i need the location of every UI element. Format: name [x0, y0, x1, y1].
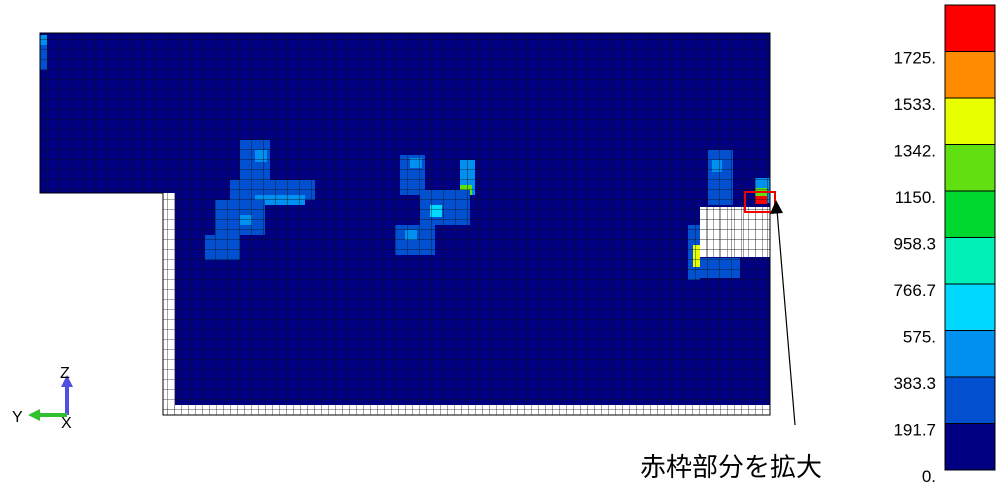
mesh-model: [39, 32, 776, 416]
legend-band: [944, 423, 996, 471]
legend-band: [944, 51, 996, 99]
legend-band: [944, 190, 996, 238]
axis-label-x: X: [61, 415, 72, 432]
annotation: 赤枠部分を拡大: [640, 452, 822, 482]
legend-band: [944, 4, 996, 52]
legend-label: 1342.: [893, 142, 936, 161]
legend-band: [944, 144, 996, 192]
legend-label: 1533.: [893, 95, 936, 114]
legend-label: 766.7: [893, 281, 936, 300]
legend-band: [944, 283, 996, 331]
legend-label: 575.: [903, 328, 936, 347]
legend-label: 383.3: [893, 374, 936, 393]
legend-label: 1725.: [893, 49, 936, 68]
legend-band: [944, 97, 996, 145]
highlight-box: [744, 191, 776, 213]
legend-band: [944, 376, 996, 424]
color-legend: 1725. 1533. 1342. 1150. 958.3 766.7 575. 383.3 1…: [893, 4, 996, 486]
legend-band: [944, 330, 996, 378]
axis-label-y: Y: [12, 409, 23, 426]
legend-label: 0.: [922, 467, 936, 484]
legend-band: [944, 237, 996, 285]
legend-label: 958.3: [893, 235, 936, 254]
axis-triad: Z Y X: [12, 365, 73, 432]
legend-label: 1150.: [895, 188, 936, 207]
axis-label-z: Z: [60, 365, 70, 382]
callout: 赤枠部分を拡大: [640, 200, 822, 482]
legend-label: 191.7: [893, 421, 936, 440]
